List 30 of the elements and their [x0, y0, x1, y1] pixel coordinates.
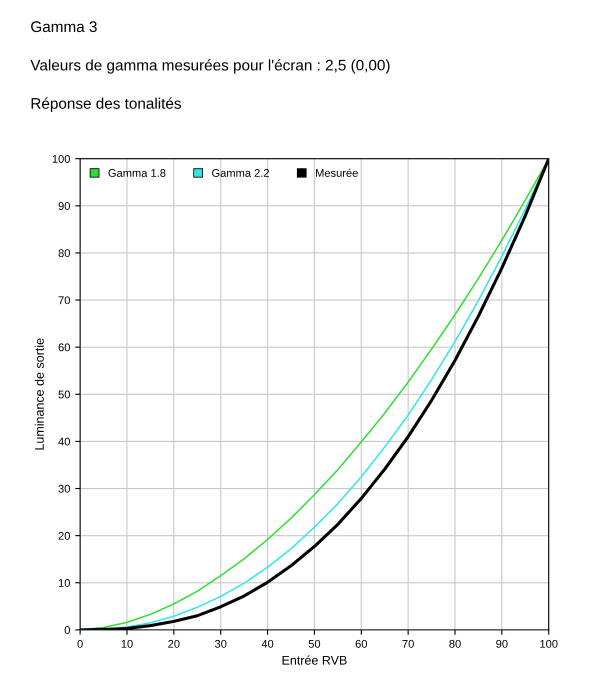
- legend-label: Gamma 2.2: [212, 169, 269, 177]
- x-tick-label: 100: [540, 640, 558, 648]
- x-axis-title: Entrée RVB: [282, 655, 347, 665]
- y-tick-label: 40: [58, 438, 70, 446]
- chart-title: Gamma 3: [31, 21, 97, 32]
- x-tick-label: 50: [308, 640, 320, 648]
- x-tick-label: 60: [356, 640, 368, 648]
- y-tick-label: 50: [58, 390, 70, 398]
- y-tick-label: 60: [58, 343, 70, 352]
- x-tick-label: 40: [262, 640, 274, 648]
- y-tick-label: 100: [52, 154, 70, 163]
- legend-label: Mesurée: [316, 168, 358, 177]
- y-tick-label: 70: [58, 296, 70, 304]
- y-tick-label: 0: [64, 626, 70, 634]
- x-tick-label: 20: [168, 640, 180, 648]
- x-tick-label: 90: [496, 640, 508, 648]
- x-tick-label: 80: [449, 640, 461, 648]
- x-tick-label: 10: [122, 640, 133, 648]
- y-tick-label: 80: [58, 249, 70, 258]
- y-axis-title: Luminance de sortie: [34, 338, 44, 450]
- y-tick-label: 30: [58, 484, 70, 493]
- y-tick-label: 20: [58, 532, 70, 540]
- legend-label: Gamma 1.8: [108, 169, 166, 177]
- x-tick-label: 0: [77, 640, 83, 648]
- x-tick-label: 70: [402, 640, 414, 648]
- text: Réponse des tonalités: [32, 97, 181, 112]
- y-tick-label: 90: [58, 202, 70, 210]
- y-tick-label: 10: [58, 579, 70, 587]
- chart-subtitle: Valeurs de gamma mesurées pour l'écran : 2,5 (0,00): [30, 59, 390, 74]
- x-tick-label: 30: [214, 640, 226, 648]
